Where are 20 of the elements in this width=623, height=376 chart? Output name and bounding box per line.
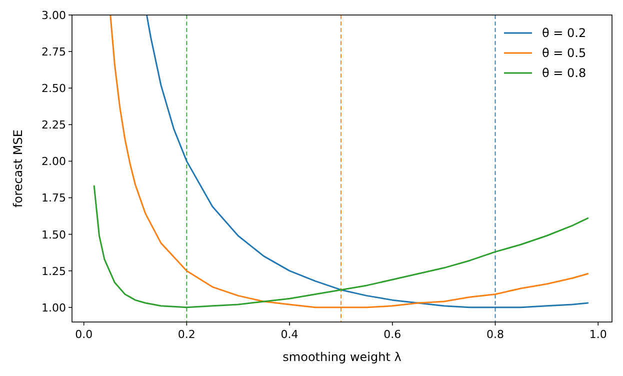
- x-tick-label: 0.0: [75, 328, 93, 341]
- x-axis-title: smoothing weight λ: [282, 350, 402, 364]
- legend-label: θ = 0.8: [542, 66, 586, 80]
- x-tick-label: 0.2: [178, 328, 196, 341]
- legend-label: θ = 0.2: [542, 26, 586, 40]
- y-tick-label: 2.50: [42, 82, 66, 96]
- y-tick-label: 2.25: [42, 118, 66, 132]
- y-tick-label: 1.00: [42, 301, 66, 314]
- y-tick-label: 1.50: [42, 228, 66, 242]
- x-tick-label: 0.8: [486, 328, 504, 341]
- x-tick-label: 1.0: [589, 328, 607, 341]
- y-tick-label: 3.00: [42, 9, 66, 22]
- y-tick-label: 2.00: [42, 155, 66, 168]
- y-tick-label: 1.25: [42, 264, 66, 278]
- y-tick-label: 2.75: [42, 46, 66, 59]
- x-tick-label: 0.6: [384, 328, 402, 341]
- y-tick-label: 1.75: [42, 192, 66, 205]
- x-tick-label: 0.4: [280, 328, 298, 341]
- legend-label: θ = 0.5: [542, 46, 586, 60]
- y-axis-title: forecast MSE: [11, 130, 25, 208]
